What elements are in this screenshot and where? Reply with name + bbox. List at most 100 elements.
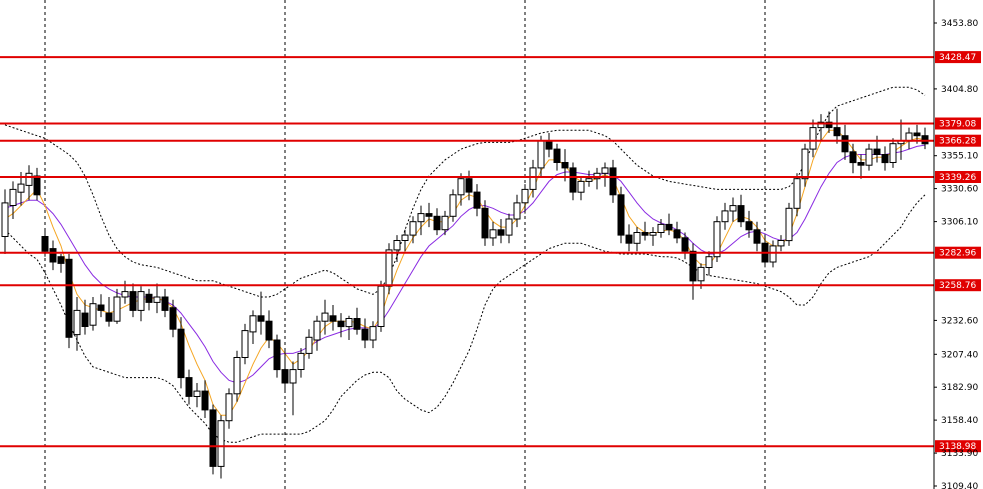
bullish-candle-body (217, 420, 225, 467)
bullish-candle-body (489, 229, 497, 239)
candle (793, 173, 801, 217)
bullish-candle-body (505, 218, 513, 236)
candle (641, 221, 649, 241)
candle (273, 334, 281, 378)
level-price-tag-4 (935, 246, 981, 259)
level-price-label-1: 3379.08 (939, 120, 976, 130)
candle (721, 202, 729, 230)
candle (289, 361, 297, 416)
bullish-candle-body (729, 205, 737, 212)
bearish-candle-body (201, 390, 209, 411)
bollinger-upper-band (4, 86, 926, 298)
bullish-candle-body (529, 167, 537, 190)
y-axis-tick-label-9: 3133.90 (941, 449, 978, 459)
candle (305, 329, 313, 359)
bullish-candle-body (121, 291, 129, 298)
bearish-candle-body (425, 213, 433, 217)
candle (481, 200, 489, 246)
y-axis-tick-label-8: 3158.40 (941, 416, 978, 426)
candle (105, 297, 113, 327)
candle (553, 143, 561, 171)
bearish-candle-body (737, 205, 745, 223)
candle (785, 202, 793, 246)
bullish-candle-body (633, 232, 641, 244)
candle (745, 210, 753, 238)
bullish-candle-body (513, 202, 521, 220)
bollinger-band-layer (4, 86, 926, 443)
candle (65, 254, 73, 349)
bearish-candle-body (329, 315, 337, 322)
bearish-candle-body (849, 151, 857, 164)
level-price-label-5: 3258.76 (939, 281, 976, 291)
bearish-candle-body (841, 135, 849, 153)
bullish-candle-body (25, 172, 33, 186)
bearish-candle-body (361, 328, 369, 341)
bearish-candle-body (177, 328, 185, 379)
candle (169, 299, 177, 338)
candle (73, 297, 81, 351)
bullish-candle-body (89, 303, 97, 326)
candle (657, 219, 665, 238)
level-price-label-6: 3138.98 (939, 442, 976, 452)
bullish-candle-body (249, 315, 257, 333)
candle (737, 194, 745, 228)
bearish-candle-body (561, 162, 569, 169)
bullish-candle-body (225, 393, 233, 422)
candle (521, 184, 529, 214)
candle (681, 232, 689, 260)
candle (97, 294, 105, 318)
candle (449, 189, 457, 222)
level-price-tag-2 (935, 134, 981, 147)
candle (513, 194, 521, 228)
bearish-candle-body (81, 312, 89, 328)
bullish-candle-body (385, 249, 393, 287)
bullish-candle-body (377, 285, 385, 328)
level-price-label-0: 3428.47 (939, 53, 976, 63)
bullish-candle-body (441, 215, 449, 231)
bullish-candle-body (73, 309, 81, 336)
bullish-candle-body (817, 121, 825, 129)
candle (393, 235, 401, 262)
candle (889, 138, 897, 168)
candle (577, 176, 585, 201)
bearish-candle-body (545, 140, 553, 150)
bearish-candle-body (681, 237, 689, 252)
candle (633, 227, 641, 252)
level-price-label-4: 3282.96 (939, 249, 976, 259)
bullish-candle-body (313, 320, 321, 341)
bearish-candle-body (145, 293, 153, 303)
bearish-candle-body (689, 250, 697, 282)
bearish-candle-body (433, 215, 441, 231)
bullish-candle-body (649, 232, 657, 236)
candle (673, 221, 681, 244)
candle (665, 213, 673, 236)
candle (377, 280, 385, 332)
candle (609, 159, 617, 203)
level-price-tag-5 (935, 279, 981, 292)
bearish-candle-body (745, 221, 753, 231)
bullish-candle-body (289, 369, 297, 384)
bullish-candle-body (769, 245, 777, 263)
bearish-candle-body (625, 234, 633, 244)
bearish-candle-body (337, 320, 345, 328)
bullish-candle-body (401, 234, 409, 242)
candle (177, 317, 185, 389)
candle (265, 310, 273, 349)
candle (201, 380, 209, 418)
y-axis-tick-label-1: 3404.80 (941, 85, 978, 95)
level-price-tag-6 (935, 440, 981, 453)
bullish-candle-body (345, 318, 353, 328)
bearish-candle-body (65, 258, 73, 338)
level-price-label-3: 3339.26 (939, 173, 976, 183)
candle (89, 297, 97, 331)
bearish-candle-body (209, 409, 217, 467)
price-axis: 3453.80 3404.80 3355.10 3330.60 3306.10 3232.… (934, 19, 978, 489)
bearish-candle-body (281, 369, 289, 384)
bullish-candle-body (865, 148, 873, 166)
bearish-candle-body (465, 178, 473, 193)
bullish-candle-body (785, 207, 793, 242)
candle (153, 283, 161, 314)
bullish-candle-body (601, 167, 609, 174)
candle (505, 213, 513, 244)
candle (409, 216, 417, 244)
